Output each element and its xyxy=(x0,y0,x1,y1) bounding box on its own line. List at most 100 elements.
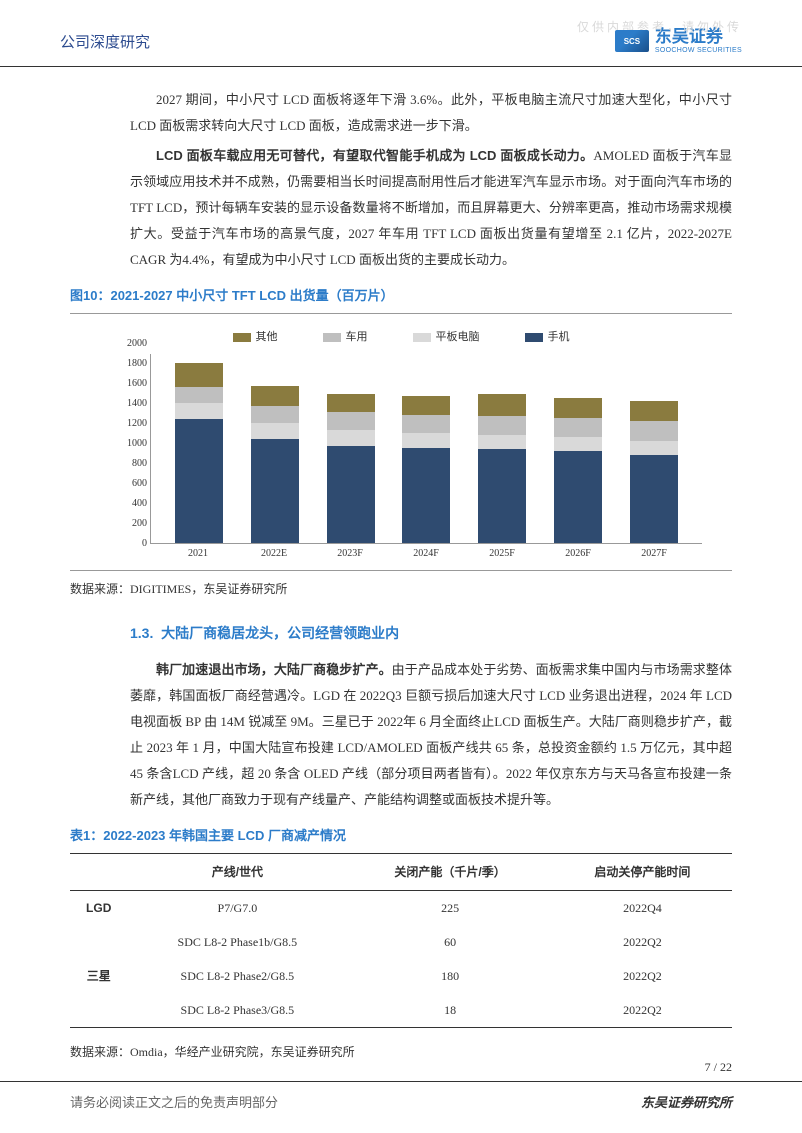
paragraph-2-bold: LCD 面板车载应用无可替代，有望取代智能手机成为 LCD 面板成长动力。 xyxy=(156,148,593,163)
legend-item: 其他 xyxy=(233,326,278,348)
bar-segment xyxy=(251,386,299,406)
bar-segment xyxy=(402,433,450,448)
figure10-source: 数据来源：DIGITIMES，东吴证券研究所 xyxy=(70,570,732,603)
y-tick-label: 800 xyxy=(112,454,147,474)
x-tick-label: 2022E xyxy=(250,544,298,564)
table-cell: 2022Q2 xyxy=(553,959,732,993)
table-cell: 2022Q4 xyxy=(553,891,732,926)
y-tick-label: 1000 xyxy=(112,434,147,454)
bar-segment xyxy=(327,412,375,430)
bar-segment xyxy=(554,451,602,543)
table-header-cell: 关闭产能（千片/季） xyxy=(347,854,553,891)
header-title: 公司深度研究 xyxy=(60,31,150,52)
table1-caption: 表1：2022-2023 年韩国主要 LCD 厂商减产情况 xyxy=(70,817,732,853)
section-1-3-title: 1.3. 大陆厂商稳居龙头，公司经营领跑业内 xyxy=(130,619,732,647)
x-tick-label: 2025F xyxy=(478,544,526,564)
table-cell: 60 xyxy=(347,925,553,959)
footer-org: 东吴证券研究所 xyxy=(641,1092,732,1111)
footer-bar: 请务必阅读正文之后的免责声明部分 东吴证券研究所 xyxy=(0,1082,802,1133)
table1: 产线/世代关闭产能（千片/季）启动关停产能时间 LGDP7/G7.0225202… xyxy=(70,853,732,1028)
legend-label: 平板电脑 xyxy=(436,326,480,348)
page-content: 2027 期间，中小尺寸 LCD 面板将逐年下滑 3.6%。此外，平板电脑主流尺… xyxy=(0,67,802,1066)
legend-swatch xyxy=(413,333,431,342)
bar-segment xyxy=(175,419,223,543)
bar-segment xyxy=(630,421,678,441)
footer-disclaimer: 请务必阅读正文之后的免责声明部分 xyxy=(70,1092,278,1111)
page-footer: 7 / 22 请务必阅读正文之后的免责声明部分 东吴证券研究所 xyxy=(0,1054,802,1133)
logo-en: SOOCHOW SECURITIES xyxy=(655,47,742,55)
paragraph-3: 韩厂加速退出市场，大陆厂商稳步扩产。由于产品成本处于劣势、面板需求集中国内与市场… xyxy=(130,657,732,813)
table1-header-row: 产线/世代关闭产能（千片/季）启动关停产能时间 xyxy=(70,854,732,891)
paragraph-1: 2027 期间，中小尺寸 LCD 面板将逐年下滑 3.6%。此外，平板电脑主流尺… xyxy=(130,87,732,139)
bar-group xyxy=(630,401,678,543)
bar-segment xyxy=(327,446,375,544)
bar-segment xyxy=(554,398,602,417)
x-tick-label: 2021 xyxy=(174,544,222,564)
bar-segment xyxy=(175,387,223,403)
table-cell: 2022Q2 xyxy=(553,993,732,1028)
paragraph-3-rest: 由于产品成本处于劣势、面板需求集中国内与市场需求整体萎靡，韩国面板厂商经营遇冷。… xyxy=(130,662,732,807)
paragraph-2-rest: AMOLED 面板于汽车显示领域应用技术并不成熟，仍需要相当长时间提高耐用性后才… xyxy=(130,148,732,267)
figure10-chart: 其他 车用 平板电脑 手机 02004006008001000120014001600… xyxy=(90,326,712,564)
section-num: 1.3. xyxy=(130,625,153,641)
table-cell xyxy=(70,993,127,1028)
bar-segment xyxy=(175,403,223,419)
logo-icon: SCS xyxy=(615,30,649,52)
bar-segment xyxy=(327,430,375,446)
paragraph-2: LCD 面板车载应用无可替代，有望取代智能手机成为 LCD 面板成长动力。AMO… xyxy=(130,143,732,273)
legend-label: 车用 xyxy=(346,326,368,348)
x-axis-labels: 20212022E2023F2024F2025F2026F2027F xyxy=(150,544,702,564)
table-cell: 180 xyxy=(347,959,553,993)
y-tick-label: 400 xyxy=(112,494,147,514)
bar-segment xyxy=(402,415,450,434)
x-tick-label: 2024F xyxy=(402,544,450,564)
table-row: SDC L8-2 Phase3/G8.5182022Q2 xyxy=(70,993,732,1028)
table-cell xyxy=(70,925,127,959)
bar-segment xyxy=(554,437,602,451)
legend-swatch xyxy=(323,333,341,342)
bar-segment xyxy=(251,439,299,544)
y-tick-label: 2000 xyxy=(112,334,147,354)
bar-segment xyxy=(630,441,678,455)
table-cell: 18 xyxy=(347,993,553,1028)
bar-group xyxy=(175,363,223,543)
chart-plot-area: 0200400600800100012001400160018002000 20… xyxy=(120,354,712,564)
plot xyxy=(150,354,702,544)
bar-group xyxy=(251,386,299,543)
table-cell: SDC L8-2 Phase3/G8.5 xyxy=(127,993,347,1028)
y-tick-label: 1400 xyxy=(112,394,147,414)
chart-legend: 其他 车用 平板电脑 手机 xyxy=(90,326,712,348)
legend-label: 手机 xyxy=(548,326,570,348)
legend-item: 车用 xyxy=(323,326,368,348)
bar-segment xyxy=(630,401,678,421)
bar-group xyxy=(478,394,526,544)
bar-segment xyxy=(402,396,450,415)
figure10-caption: 图10：2021-2027 中小尺寸 TFT LCD 出货量（百万片） xyxy=(70,277,732,314)
table-cell: 225 xyxy=(347,891,553,926)
y-tick-label: 600 xyxy=(112,474,147,494)
bar-segment xyxy=(327,394,375,412)
legend-item: 平板电脑 xyxy=(413,326,480,348)
table-row: SDC L8-2 Phase1b/G8.5602022Q2 xyxy=(70,925,732,959)
y-tick-label: 200 xyxy=(112,514,147,534)
table-row: 三星SDC L8-2 Phase2/G8.51802022Q2 xyxy=(70,959,732,993)
paragraph-3-bold: 韩厂加速退出市场，大陆厂商稳步扩产。 xyxy=(156,662,392,677)
page-number: 7 / 22 xyxy=(0,1054,802,1082)
section-title-text: 大陆厂商稳居龙头，公司经营领跑业内 xyxy=(161,625,399,641)
bar-segment xyxy=(630,455,678,543)
bar-segment xyxy=(478,416,526,435)
bar-segment xyxy=(251,406,299,423)
y-tick-label: 1200 xyxy=(112,414,147,434)
table-cell: SDC L8-2 Phase2/G8.5 xyxy=(127,959,347,993)
table-row: LGDP7/G7.02252022Q4 xyxy=(70,891,732,926)
bar-segment xyxy=(251,423,299,439)
bar-group xyxy=(327,394,375,543)
watermark: 仅供内部参考，请勿外传 xyxy=(577,18,742,35)
y-tick-label: 1600 xyxy=(112,374,147,394)
bar-segment xyxy=(478,449,526,543)
bar-group xyxy=(402,396,450,544)
legend-swatch xyxy=(525,333,543,342)
table-cell: P7/G7.0 xyxy=(127,891,347,926)
table-header-cell: 启动关停产能时间 xyxy=(553,854,732,891)
table-header-cell xyxy=(70,854,127,891)
